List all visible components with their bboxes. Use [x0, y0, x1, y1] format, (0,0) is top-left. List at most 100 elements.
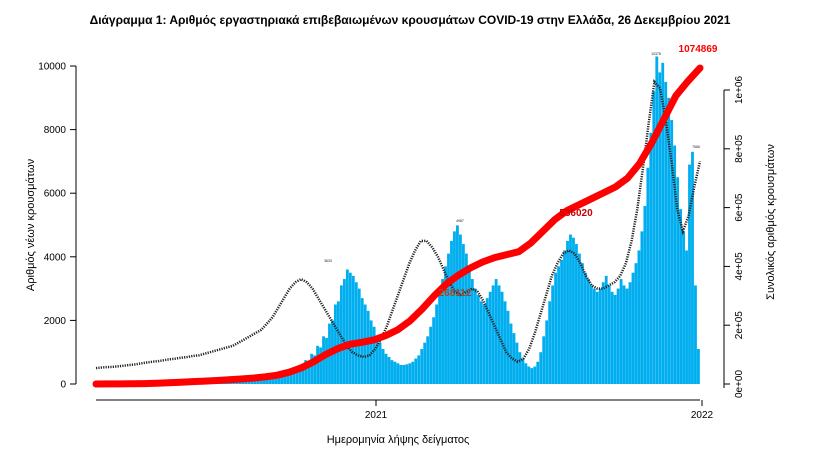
daily-case-bar: [500, 291, 504, 384]
daily-case-bar: [461, 244, 465, 384]
daily-case-bar: [583, 272, 587, 384]
daily-case-bar: [351, 275, 355, 384]
cumulative-cases-line: [92, 64, 704, 388]
daily-case-bar: [509, 323, 513, 384]
daily-case-bar: [688, 164, 691, 384]
daily-case-bar: [381, 349, 385, 384]
daily-case-bar: [277, 374, 281, 384]
daily-case-bar: [450, 240, 453, 384]
daily-case-bar: [533, 366, 537, 384]
daily-case-bar: [295, 368, 299, 384]
daily-case-bar: [378, 342, 382, 384]
y-tick-label: 2000: [44, 316, 67, 327]
daily-case-bar: [310, 353, 314, 384]
x-tick-label: 2021: [365, 410, 388, 421]
daily-case-bar: [476, 294, 480, 384]
daily-case-bar: [307, 361, 311, 384]
daily-case-bar: [503, 301, 507, 384]
daily-case-bar: [554, 272, 558, 384]
daily-case-bar: [283, 373, 287, 384]
daily-case-bar: [432, 317, 436, 384]
daily-case-bar: [488, 291, 492, 384]
daily-case-bar: [679, 209, 682, 384]
daily-case-bar: [464, 253, 468, 384]
daily-case-bar: [580, 263, 584, 384]
daily-case-bar: [578, 253, 581, 384]
daily-case-bar: [470, 279, 474, 384]
daily-case-bar: [649, 132, 653, 384]
y-tick-label: 4000: [44, 252, 67, 263]
daily-case-bar: [426, 336, 430, 384]
daily-case-bar: [610, 291, 614, 384]
daily-case-bar: [694, 285, 697, 384]
daily-case-bar: [396, 363, 400, 384]
daily-case-bar: [658, 72, 662, 385]
daily-case-bar: [417, 355, 421, 384]
daily-case-bar: [423, 342, 427, 384]
daily-case-bar: [655, 56, 659, 385]
daily-case-bar: [592, 288, 596, 384]
daily-case-bar: [521, 358, 525, 384]
daily-case-bar: [393, 361, 397, 384]
daily-case-bar: [685, 250, 688, 384]
daily-case-bar: [334, 304, 337, 384]
y2-tick-label: 0e+00: [734, 370, 745, 399]
daily-case-bar: [524, 363, 528, 384]
daily-case-bar: [595, 291, 599, 384]
daily-case-bar: [491, 285, 495, 384]
daily-case-bar: [575, 244, 578, 384]
daily-case-bar: [292, 368, 296, 384]
y2-tick-label: 6e+05: [734, 193, 745, 222]
cumulative-annotation: 268112: [439, 288, 472, 299]
daily-case-bar: [637, 250, 641, 384]
daily-case-bar: [572, 237, 575, 384]
daily-case-bar: [601, 282, 605, 384]
daily-case-bar: [313, 355, 317, 384]
daily-case-bar: [646, 167, 650, 384]
y-axis-label: Αριθμός νέων κρουσμάτων: [25, 158, 37, 291]
daily-case-bar: [339, 285, 343, 384]
daily-cases-bars: [96, 56, 700, 385]
y2-axis-label: Συνολικός αριθμός κρουσμάτων: [765, 144, 777, 300]
daily-case-bar: [304, 360, 308, 384]
daily-case-bar: [456, 225, 459, 384]
bar-value-labels: 10378 7566 4987 3633: [324, 52, 700, 263]
daily-case-bar: [435, 304, 439, 384]
daily-case-bar: [640, 231, 644, 384]
daily-case-bar: [589, 285, 593, 384]
daily-case-bar: [652, 91, 656, 384]
daily-case-bar: [536, 361, 540, 384]
cumulative-annotations: 268112 536020 1074869: [439, 44, 718, 299]
daily-case-bar: [643, 205, 647, 384]
daily-case-bar: [479, 301, 483, 384]
daily-case-bar: [628, 282, 632, 384]
daily-case-bar: [473, 288, 477, 384]
x-tick-label: 2022: [691, 410, 714, 421]
moving-average-line: [95, 79, 702, 370]
daily-case-bar: [482, 304, 486, 384]
daily-case-bar: [429, 326, 433, 384]
y-axis: 0 2000 4000 6000 8000 10000: [38, 62, 76, 391]
daily-case-bar: [411, 361, 415, 384]
daily-case-bar: [613, 294, 617, 384]
daily-case-bar: [697, 349, 700, 384]
daily-case-bar: [485, 298, 489, 384]
daily-case-bar: [387, 356, 391, 384]
bar-value-label: 4987: [456, 219, 464, 223]
daily-case-bar: [459, 234, 462, 384]
daily-case-bar: [557, 266, 561, 384]
daily-case-bar: [289, 371, 293, 384]
daily-case-bar: [444, 266, 447, 384]
daily-case-bar: [527, 366, 531, 384]
daily-case-bar: [325, 337, 328, 384]
plot-frame: [75, 66, 725, 401]
daily-case-bar: [604, 275, 608, 384]
daily-case-bar: [384, 353, 388, 384]
daily-case-bar: [345, 269, 349, 384]
daily-case-bar: [664, 81, 668, 385]
y2-tick-label: 2e+05: [734, 311, 745, 340]
daily-case-bar: [420, 349, 424, 384]
daily-case-bar: [667, 97, 671, 385]
daily-case-bar: [607, 285, 611, 384]
